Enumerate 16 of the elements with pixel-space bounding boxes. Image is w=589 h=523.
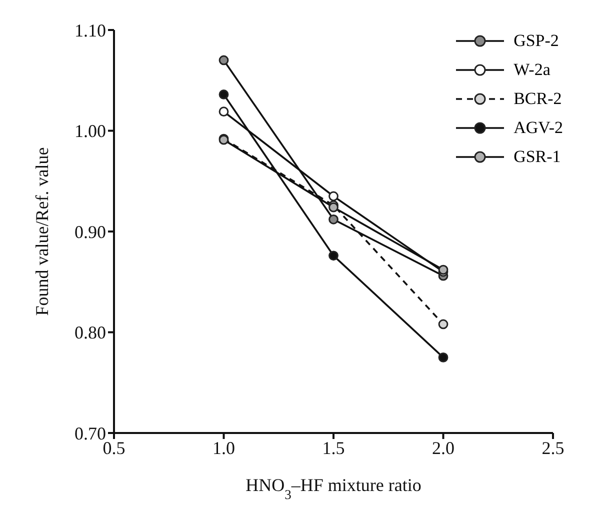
x-tick-label: 1.0 [212,438,235,458]
x-tick-label: 2.5 [542,438,564,458]
x-tick-label: 1.5 [322,438,345,458]
y-tick-label: 0.80 [74,322,106,343]
legend-label: BCR-2 [514,88,562,108]
y-tick-label: 0.90 [74,222,106,242]
legend-label: GSP-2 [514,30,559,50]
y-tick-label: 0.70 [74,423,106,444]
legend-label: W-2a [514,60,550,80]
y-axis-title: Found value/Ref. value [32,147,52,316]
legend-label: GSR-1 [514,146,561,166]
x-tick-label: 2.0 [432,438,454,458]
y-tick-label: 1.10 [74,20,106,40]
y-tick-label: 1.00 [74,121,106,142]
legend-label: AGV-2 [514,118,563,138]
x-axis-title: HNO$_{3}$–HF mixture ratio [246,475,422,502]
